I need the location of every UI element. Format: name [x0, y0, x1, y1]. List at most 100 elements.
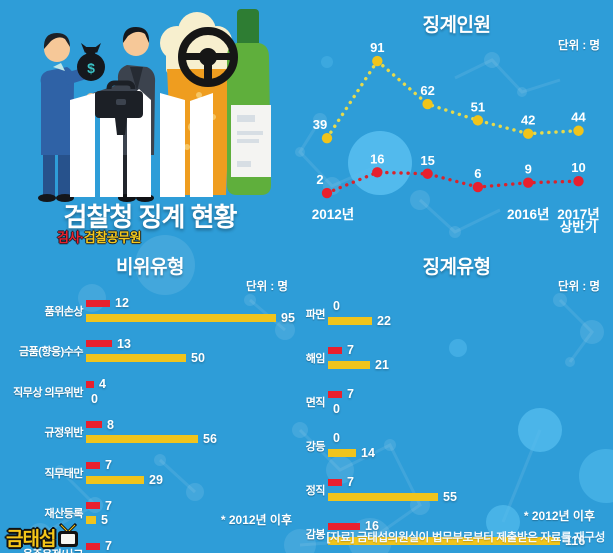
yellow-bar	[328, 448, 356, 457]
logo-text: 금태섭	[6, 529, 56, 550]
yellow-bar	[86, 354, 186, 363]
yellow-bar	[328, 492, 438, 501]
bar-value: 50	[191, 351, 205, 365]
bar-row: 감봉 16 116	[300, 519, 613, 548]
data-point-value: 9	[525, 162, 532, 177]
discipline-chart-panel: 징계유형 단위 : 명 파면 0 22 해임 7 21 면직 7 0 강등 0 14 정직 7 55 감봉 16…	[300, 252, 613, 547]
data-point-value: 15	[420, 153, 434, 168]
red-bar	[328, 522, 360, 530]
data-point	[422, 168, 433, 179]
bar-category-label: 직무태만	[44, 467, 84, 480]
bar-value: 4	[99, 377, 106, 391]
logo: 금태섭	[6, 523, 80, 549]
red-bar	[86, 340, 112, 348]
yellow-bar	[86, 475, 144, 484]
data-point-value: 16	[370, 151, 384, 166]
bar-value: 56	[203, 432, 217, 446]
data-point	[372, 55, 383, 67]
bar-value: 0	[333, 401, 340, 416]
bar-category-label: 감봉	[305, 528, 326, 541]
data-point-value: 2	[316, 172, 323, 187]
bar-category-label: 품위손상	[44, 305, 84, 318]
source-credit: [자료] 금태섭의원실이 법무부로부터 제출받은 자료를 재구성	[326, 532, 605, 544]
x-axis-label: 2016년	[507, 207, 549, 222]
page-title: 검찰청 징계 현황	[63, 202, 238, 232]
bar-value: 0	[91, 391, 98, 406]
red-bar	[328, 478, 342, 486]
bar-category-label: 규정위반	[44, 427, 84, 439]
red-bar	[328, 346, 342, 354]
data-point	[523, 177, 534, 188]
bottle-label-lines	[237, 115, 263, 167]
bar-value: 8	[107, 417, 114, 432]
data-point	[372, 167, 383, 178]
data-point-value: 39	[313, 117, 327, 132]
bar-row: 규정위반 8 56	[0, 418, 300, 447]
bar-category-label: 금품(향응)수수	[18, 346, 84, 358]
data-point	[422, 98, 433, 110]
bar-category-label: 직무상 의무위반	[13, 386, 83, 399]
data-point-value: 10	[571, 160, 585, 175]
discipline-chart-rows: 파면022해임721면직70강등014정직755감봉16116견책21101	[300, 299, 613, 553]
line-series-1	[325, 170, 581, 195]
x-axis-label: 상반기	[560, 219, 597, 235]
bar-value: 0	[333, 299, 340, 313]
yellow-bar	[86, 435, 198, 444]
yellow-bar	[328, 360, 370, 369]
bar-row: 음주운전/사고776	[0, 539, 300, 553]
bar-row: 금품(향응)수수 13 50	[0, 337, 300, 366]
red-bar	[86, 461, 100, 469]
red-bar	[86, 380, 94, 388]
tv-icon	[58, 523, 79, 547]
bar-category-label: 음주운전/사고	[0, 546, 86, 553]
bar-row: 면직 7 0	[300, 387, 613, 416]
data-point	[523, 128, 534, 139]
red-bar	[86, 299, 110, 307]
data-point	[321, 132, 333, 144]
bar-value: 95	[281, 310, 295, 325]
bribery-drunk-driving-illustration: $	[38, 9, 271, 202]
red-bar	[86, 502, 100, 510]
misconduct-chart-unit: 단위 : 명	[246, 281, 288, 293]
molecule-highlight-circles	[321, 56, 613, 539]
data-point-value: 62	[420, 83, 434, 98]
line-series-0	[325, 58, 581, 140]
line-chart-title: 징계인원	[422, 15, 491, 36]
bar-value: 7	[347, 343, 354, 357]
data-point-value: 6	[474, 166, 481, 181]
data-point	[573, 125, 584, 136]
x-axis-label: 2017년	[557, 207, 599, 222]
red-bar	[328, 390, 342, 398]
bar-value: 13	[117, 336, 131, 351]
data-point	[573, 175, 584, 187]
bar-value: 7	[105, 539, 112, 553]
bar-value: 7	[105, 458, 112, 472]
data-point	[472, 181, 484, 193]
data-point	[472, 115, 484, 126]
subtitle-prosecutor: 검사·	[57, 230, 84, 245]
bar-category-label: 파면	[305, 308, 326, 321]
bar-value: 29	[149, 472, 163, 487]
yellow-bar	[86, 516, 96, 525]
line-chart-panel: 징계인원 단위 : 명 39 91 62 51 42 44 2 16 15 6 9 10 2012년 20…	[300, 0, 613, 250]
bar-value: 55	[443, 489, 457, 504]
money-bag-icon: $	[77, 43, 105, 81]
yellow-bar	[328, 316, 372, 325]
data-point-value: 42	[521, 113, 535, 128]
discipline-chart-unit: 단위 : 명	[558, 281, 600, 293]
page-subtitle: 검사·검찰공무원	[57, 227, 142, 246]
bar-value: 7	[347, 475, 354, 489]
bar-category-label: 면직	[305, 396, 326, 409]
data-point-value: 51	[471, 99, 485, 114]
discipline-chart-title: 징계유형	[422, 257, 491, 278]
bar-value: 16	[365, 519, 379, 533]
misconduct-chart-title: 비위유형	[116, 257, 184, 278]
bar-value: 116	[565, 533, 586, 548]
yellow-bar	[328, 536, 560, 545]
bar-value: 14	[361, 445, 375, 460]
bar-row: 해임 7 21	[300, 343, 613, 372]
yellow-bar	[86, 313, 276, 322]
data-point	[321, 187, 333, 199]
